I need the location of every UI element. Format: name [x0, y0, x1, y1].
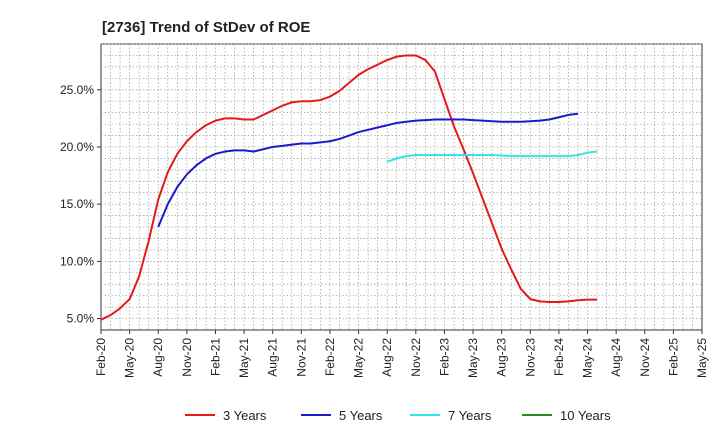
- series-line-5-years: [157, 112, 579, 228]
- legend-label-7-years: 7 Years: [448, 408, 492, 423]
- y-tick-label: 20.0%: [60, 140, 94, 154]
- plot-area: [100, 43, 703, 331]
- x-tick-label: Feb-22: [323, 338, 337, 376]
- legend: 3 Years 5 Years 7 Years 10 Years: [185, 408, 611, 423]
- x-tick-label: May-22: [352, 338, 366, 378]
- legend-label-10-years: 10 Years: [560, 408, 611, 423]
- y-tick-label: 25.0%: [60, 83, 94, 97]
- x-tick-label: Nov-22: [409, 338, 423, 377]
- grid-lines: [101, 43, 702, 330]
- x-tick-label: Aug-22: [380, 338, 394, 377]
- x-tick-label: Nov-21: [294, 338, 308, 377]
- y-tick-label: 5.0%: [67, 312, 95, 326]
- legend-label-3-years: 3 Years: [223, 408, 267, 423]
- x-tick-label: Aug-21: [266, 338, 280, 377]
- y-axis-ticks: 5.0% 10.0% 15.0% 20.0% 25.0%: [60, 83, 101, 326]
- x-tick-label: Aug-20: [151, 338, 165, 377]
- x-tick-label: Aug-23: [495, 338, 509, 377]
- x-tick-label: Feb-24: [552, 338, 566, 376]
- series-lines: [100, 54, 598, 321]
- legend-label-5-years: 5 Years: [339, 408, 383, 423]
- x-tick-label: Feb-23: [437, 338, 451, 376]
- x-tick-label: Feb-21: [208, 338, 222, 376]
- x-tick-label: Feb-20: [94, 338, 108, 376]
- x-tick-label: May-20: [123, 338, 137, 378]
- x-tick-label: Nov-23: [523, 338, 537, 377]
- series-line-3-years: [100, 54, 598, 321]
- x-tick-label: Feb-25: [666, 338, 680, 376]
- x-tick-label: Nov-24: [638, 338, 652, 377]
- y-tick-label: 10.0%: [60, 254, 94, 268]
- x-tick-label: May-21: [237, 338, 251, 378]
- x-tick-label: May-25: [695, 338, 709, 378]
- series-line-7-years: [386, 150, 598, 163]
- x-axis-ticks: Feb-20 May-20 Aug-20 Nov-20 Feb-21 May-21 Aug-…: [94, 330, 709, 378]
- x-tick-label: May-24: [581, 338, 595, 378]
- x-tick-label: May-23: [466, 338, 480, 378]
- plot-frame: [100, 43, 703, 331]
- x-tick-label: Nov-20: [180, 338, 194, 377]
- x-tick-label: Aug-24: [609, 338, 623, 377]
- y-tick-label: 15.0%: [60, 197, 94, 211]
- chart-title: [2736] Trend of StDev of ROE: [102, 19, 310, 36]
